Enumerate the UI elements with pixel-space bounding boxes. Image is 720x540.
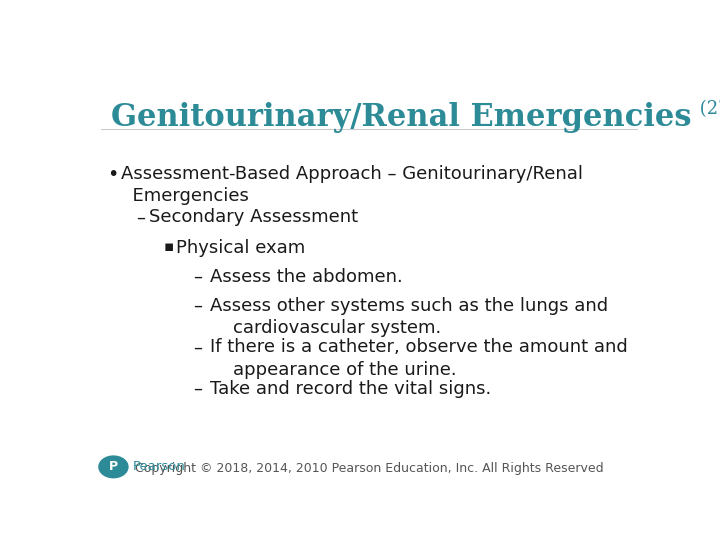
Text: Assessment-Based Approach – Genitourinary/Renal
  Emergencies: Assessment-Based Approach – Genitourinar… [121,165,582,205]
Text: –: – [193,268,202,286]
Text: –: – [193,380,202,398]
Text: Pearson: Pearson [132,461,185,474]
Text: If there is a catheter, observe the amount and
    appearance of the urine.: If there is a catheter, observe the amou… [210,339,628,379]
Text: P: P [109,461,118,474]
Circle shape [99,456,128,478]
Text: •: • [107,165,118,184]
Text: –: – [136,208,145,226]
Text: Take and record the vital signs.: Take and record the vital signs. [210,380,491,398]
Text: Secondary Assessment: Secondary Assessment [148,208,358,226]
Text: (27 of 29): (27 of 29) [695,100,720,118]
Text: –: – [193,297,202,315]
Text: Copyright © 2018, 2014, 2010 Pearson Education, Inc. All Rights Reserved: Copyright © 2018, 2014, 2010 Pearson Edu… [135,462,603,475]
Text: Assess the abdomen.: Assess the abdomen. [210,268,402,286]
Text: ▪: ▪ [163,239,174,254]
Text: –: – [193,339,202,356]
Text: Genitourinary/Renal Emergencies: Genitourinary/Renal Emergencies [111,102,692,133]
Text: Assess other systems such as the lungs and
    cardiovascular system.: Assess other systems such as the lungs a… [210,297,608,337]
Text: Physical exam: Physical exam [176,239,306,256]
